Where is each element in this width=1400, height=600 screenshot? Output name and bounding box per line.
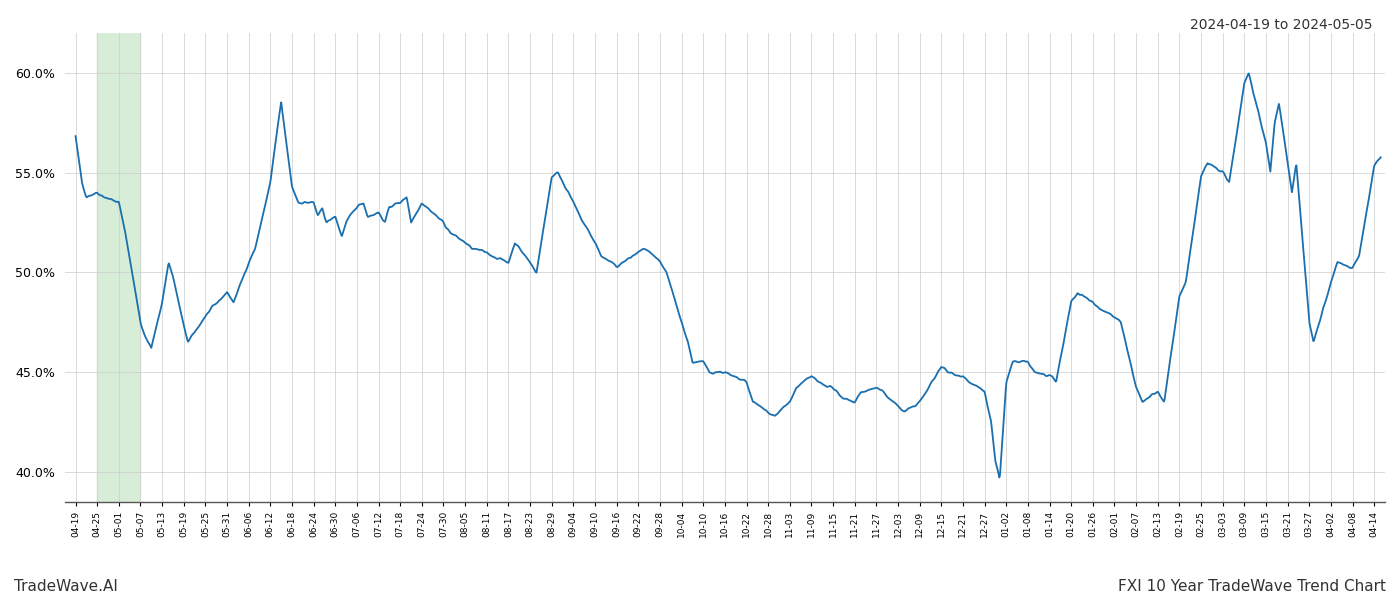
Bar (97, 33, 140, 502)
Text: FXI 10 Year TradeWave Trend Chart: FXI 10 Year TradeWave Trend Chart (1119, 579, 1386, 594)
Text: TradeWave.AI: TradeWave.AI (14, 579, 118, 594)
Text: 2024-04-19 to 2024-05-05: 2024-04-19 to 2024-05-05 (1190, 18, 1372, 32)
